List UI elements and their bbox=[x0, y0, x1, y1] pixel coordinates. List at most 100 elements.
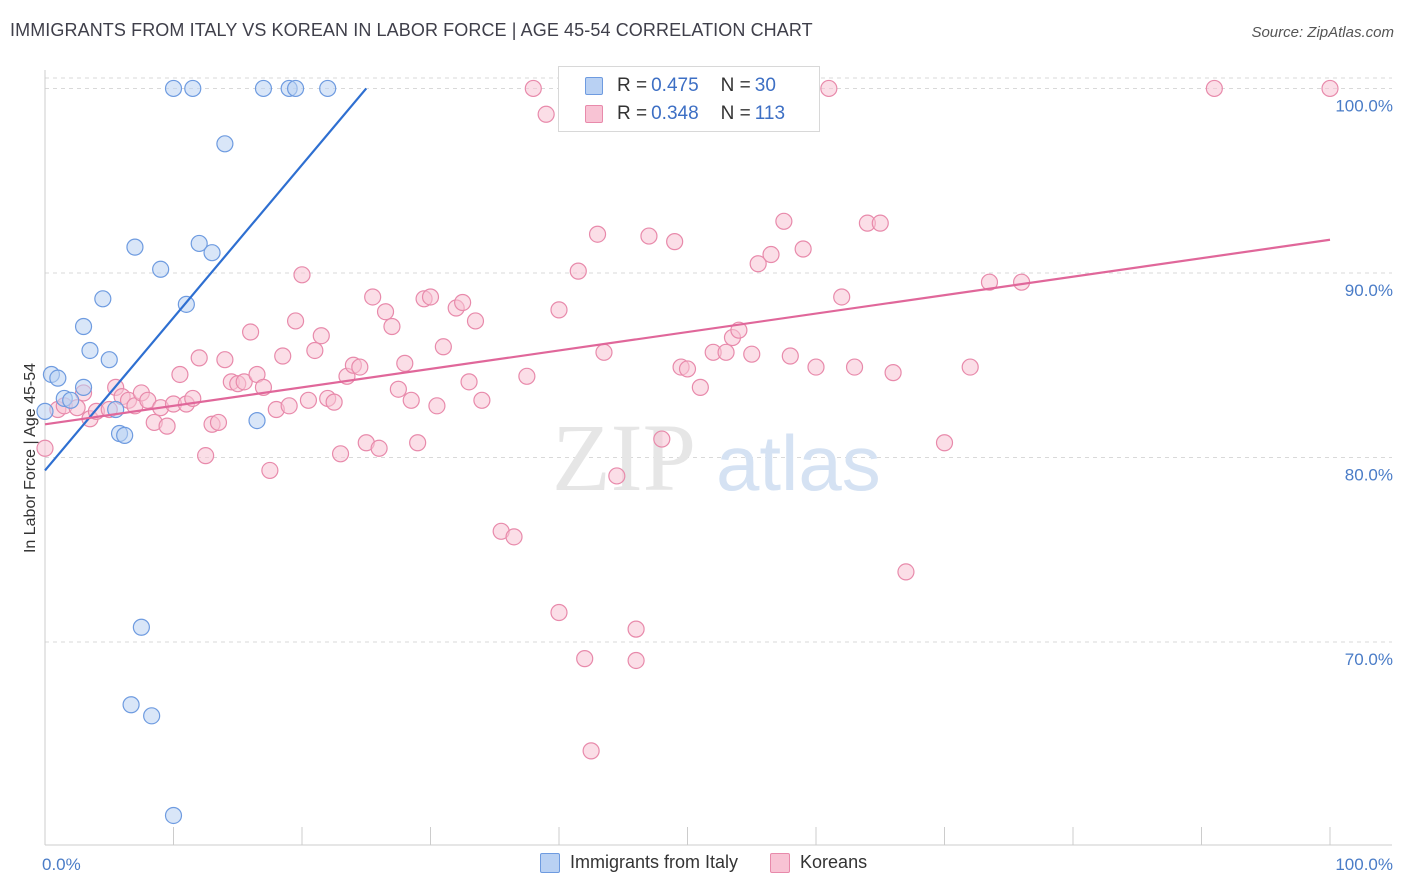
legend-n-label: N = bbox=[720, 103, 751, 124]
italy-point-27 bbox=[122, 696, 140, 714]
korean-point-71 bbox=[550, 301, 568, 319]
korean-point-35 bbox=[280, 397, 298, 415]
korean-point-55 bbox=[409, 434, 427, 452]
italy-point-25 bbox=[319, 79, 337, 98]
y-axis-title: In Labor Force | Age 45-54 bbox=[22, 363, 39, 553]
legend-n-value: 30 bbox=[754, 75, 776, 96]
korean-point-107 bbox=[980, 273, 999, 291]
korean-point-49 bbox=[370, 439, 388, 457]
legend-swatch-italy bbox=[540, 852, 560, 873]
korean-point-13 bbox=[139, 391, 157, 409]
italy-point-9 bbox=[100, 351, 118, 369]
x-tick-label-min: 0.0% bbox=[42, 855, 81, 874]
legend-swatch-korean bbox=[770, 852, 791, 873]
italy-points bbox=[36, 79, 337, 825]
korean-point-46 bbox=[351, 358, 369, 376]
korean-point-64 bbox=[473, 391, 491, 409]
legend-n-value: 113 bbox=[754, 103, 786, 124]
korean-point-86 bbox=[691, 378, 709, 396]
korean-point-97 bbox=[807, 358, 825, 376]
korean-point-24 bbox=[209, 413, 228, 432]
korean-point-22 bbox=[197, 447, 215, 465]
korean-point-50 bbox=[376, 303, 395, 321]
korean-point-54 bbox=[402, 391, 420, 409]
korean-point-85 bbox=[678, 360, 697, 378]
korean-point-59 bbox=[434, 338, 452, 356]
watermark-atlas: atlas bbox=[716, 419, 881, 507]
italy-point-14 bbox=[152, 260, 170, 278]
korean-point-58 bbox=[428, 397, 446, 415]
legend-row-korean: R = 0.348 N = 113 bbox=[585, 101, 785, 127]
italy-point-24 bbox=[286, 79, 305, 98]
italy-point-8 bbox=[94, 290, 112, 308]
y-tick-label-80: 80.0% bbox=[1345, 466, 1393, 485]
korean-point-25 bbox=[216, 351, 234, 369]
korean-point-83 bbox=[666, 233, 684, 251]
korean-point-93 bbox=[762, 245, 780, 264]
korean-point-57 bbox=[421, 288, 440, 306]
italy-point-0 bbox=[36, 402, 54, 420]
korean-point-98 bbox=[820, 79, 838, 98]
korean-point-73 bbox=[576, 650, 594, 668]
source-credit: Source: ZipAtlas.com bbox=[1251, 24, 1394, 41]
italy-point-12 bbox=[116, 426, 134, 444]
korean-point-29 bbox=[242, 323, 260, 341]
legend-label-korean: Koreans bbox=[800, 852, 868, 872]
korean-point-51 bbox=[383, 317, 401, 336]
korean-point-21 bbox=[190, 349, 208, 367]
series-legend: Immigrants from Italy Koreans bbox=[540, 852, 899, 873]
korean-point-88 bbox=[717, 343, 735, 361]
y-tick-label-70: 70.0% bbox=[1345, 650, 1393, 669]
korean-point-61 bbox=[454, 293, 472, 312]
korean-point-72 bbox=[569, 262, 587, 280]
italy-point-7 bbox=[81, 341, 99, 360]
legend-row-italy: R = 0.475 N = 30 bbox=[585, 73, 776, 99]
y-tick-label-100: 100.0% bbox=[1335, 96, 1393, 115]
korean-point-110 bbox=[1321, 79, 1339, 98]
korean-point-70 bbox=[550, 603, 568, 622]
korean-point-16 bbox=[158, 417, 176, 435]
korean-point-0 bbox=[36, 439, 54, 457]
korean-point-66 bbox=[505, 528, 523, 546]
korean-point-95 bbox=[781, 347, 799, 365]
y-tick-label-90: 90.0% bbox=[1345, 281, 1393, 300]
x-tick-labels: 0.0% 100.0% bbox=[42, 855, 1393, 874]
italy-point-2 bbox=[49, 369, 67, 387]
korean-point-102 bbox=[871, 214, 889, 232]
korean-point-94 bbox=[775, 212, 793, 230]
korean-point-100 bbox=[845, 358, 864, 376]
italy-point-19 bbox=[203, 244, 221, 262]
stats-legend: R = 0.475 N = 30 R = 0.348 N = 113 bbox=[558, 66, 820, 132]
legend-swatch-italy bbox=[585, 77, 603, 95]
korean-point-75 bbox=[588, 225, 607, 243]
italy-point-21 bbox=[248, 411, 266, 430]
korean-point-92 bbox=[749, 255, 767, 273]
italy-point-4 bbox=[62, 391, 80, 409]
korean-point-81 bbox=[640, 227, 658, 245]
italy-point-22 bbox=[254, 79, 273, 98]
korean-point-43 bbox=[331, 445, 350, 463]
italy-point-26 bbox=[132, 618, 150, 636]
korean-point-109 bbox=[1205, 79, 1223, 98]
korean-point-40 bbox=[312, 327, 330, 345]
legend-item-italy: Immigrants from Italy bbox=[540, 852, 738, 873]
legend-r-value: 0.475 bbox=[651, 75, 699, 96]
korean-point-99 bbox=[833, 288, 851, 306]
korean-point-36 bbox=[286, 312, 305, 330]
korean-point-37 bbox=[293, 266, 311, 284]
korean-point-74 bbox=[582, 742, 600, 760]
korean-point-96 bbox=[794, 240, 812, 258]
italy-point-28 bbox=[143, 707, 161, 725]
korean-point-80 bbox=[627, 651, 645, 670]
korean-point-39 bbox=[306, 341, 324, 360]
korean-point-63 bbox=[466, 312, 485, 330]
italy-point-13 bbox=[126, 238, 144, 256]
watermark: ZIP atlas bbox=[552, 404, 881, 511]
legend-r-value: 0.348 bbox=[651, 103, 699, 124]
korean-point-79 bbox=[627, 620, 645, 638]
watermark-zip: ZIP bbox=[552, 404, 696, 511]
korean-point-67 bbox=[518, 367, 536, 385]
italy-point-5 bbox=[74, 378, 93, 396]
korean-point-38 bbox=[299, 391, 318, 409]
